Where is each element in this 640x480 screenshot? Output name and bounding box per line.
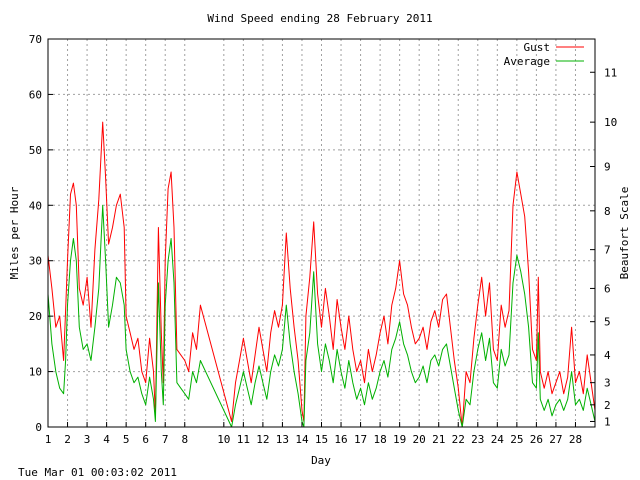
x-tick-label: 4	[103, 433, 110, 446]
x-tick-label: 16	[334, 433, 347, 446]
x-tick-label: 24	[491, 433, 505, 446]
x-tick-label: 3	[84, 433, 91, 446]
beaufort-tick-label: 9	[604, 160, 611, 173]
y-tick-label: 70	[29, 33, 42, 46]
x-tick-label: 28	[569, 433, 582, 446]
y-tick-label: 40	[29, 199, 42, 212]
y-tick-label: 20	[29, 310, 42, 323]
y-tick-label: 60	[29, 88, 42, 101]
x-tick-label: 20	[413, 433, 426, 446]
x-tick-label: 6	[142, 433, 149, 446]
x-tick-label: 10	[217, 433, 230, 446]
beaufort-tick-label: 11	[604, 66, 617, 79]
legend-label-gust: Gust	[524, 41, 551, 54]
series-average-line	[47, 204, 596, 428]
beaufort-tick-label: 1	[604, 415, 611, 428]
series-gust-line	[47, 121, 596, 428]
x-tick-label: 1	[45, 433, 52, 446]
x-tick-label: 7	[162, 433, 169, 446]
x-tick-label: 21	[432, 433, 445, 446]
x-tick-label: 25	[510, 433, 523, 446]
x-tick-label: 15	[315, 433, 328, 446]
x-tick-label: 2	[64, 433, 71, 446]
y-axis-label: Miles per Hour	[8, 186, 21, 279]
x-tick-label: 13	[276, 433, 289, 446]
beaufort-tick-label: 10	[604, 116, 617, 129]
y-tick-label: 50	[29, 144, 42, 157]
beaufort-tick-label: 4	[604, 349, 611, 362]
grid	[48, 39, 595, 427]
x-tick-label: 11	[237, 433, 250, 446]
x-tick-label: 12	[256, 433, 269, 446]
x-tick-label: 14	[295, 433, 309, 446]
timestamp: Tue Mar 01 00:03:02 2011	[18, 466, 177, 479]
x-tick-label: 8	[181, 433, 188, 446]
beaufort-tick-label: 7	[604, 244, 611, 257]
beaufort-tick-label: 8	[604, 205, 611, 218]
x-tick-label: 17	[354, 433, 367, 446]
x-tick-label: 27	[549, 433, 562, 446]
beaufort-tick-label: 2	[604, 399, 611, 412]
beaufort-tick-label: 3	[604, 377, 611, 390]
x-tick-label: 22	[452, 433, 465, 446]
x-tick-label: 18	[373, 433, 386, 446]
y-tick-label: 0	[35, 421, 42, 434]
series-layer	[47, 121, 596, 428]
x-tick-label: 19	[393, 433, 406, 446]
y2-axis-label: Beaufort Scale	[618, 187, 631, 280]
x-axis-label: Day	[311, 454, 331, 467]
y-tick-label: 10	[29, 366, 42, 379]
x-tick-label: 23	[471, 433, 484, 446]
legend-label-average: Average	[504, 55, 550, 68]
y-tick-label: 30	[29, 255, 42, 268]
chart-title: Wind Speed ending 28 February 2011	[207, 12, 432, 25]
x-tick-label: 26	[530, 433, 543, 446]
x-tick-label: 5	[123, 433, 130, 446]
beaufort-tick-label: 5	[604, 316, 611, 329]
beaufort-tick-label: 6	[604, 282, 611, 295]
